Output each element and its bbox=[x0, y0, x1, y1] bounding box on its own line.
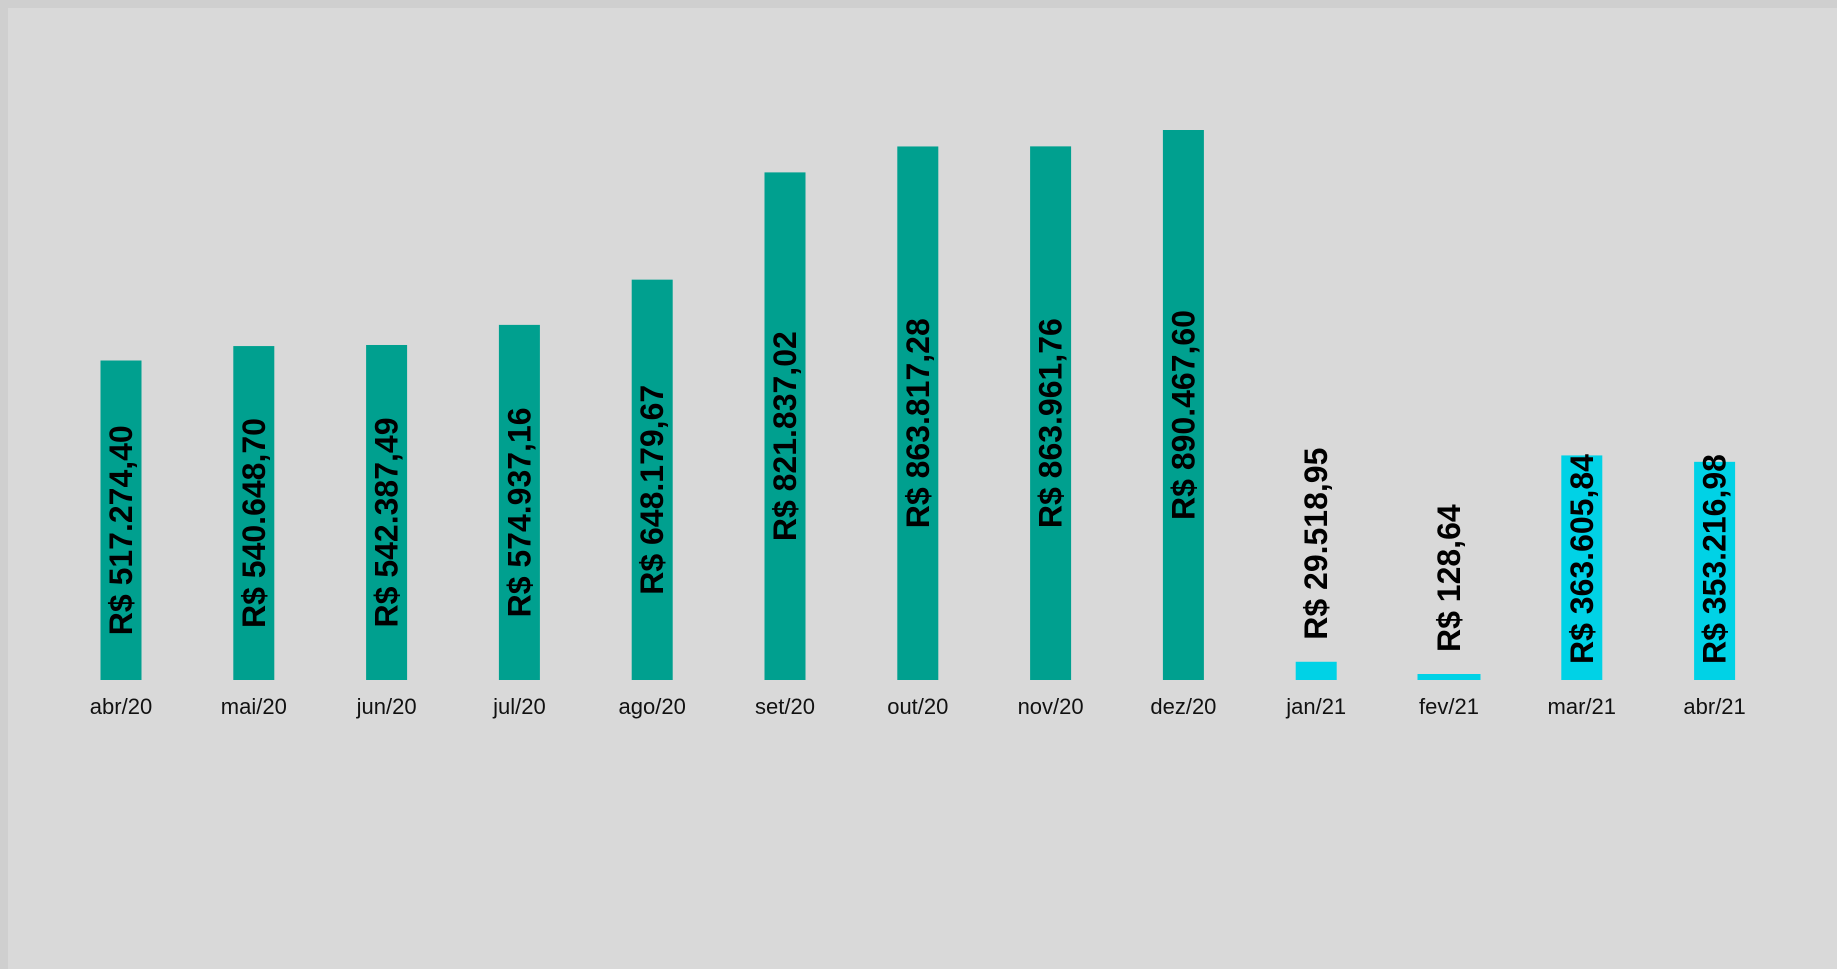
bars-group bbox=[100, 130, 1736, 681]
x-tick-label: mar/21 bbox=[1548, 694, 1616, 719]
bar bbox=[631, 279, 673, 680]
chart-area: R$ 517.274,40 R$ 540.648,70 R$ 542.387,49 R… bbox=[8, 8, 1837, 969]
bar bbox=[498, 324, 540, 680]
data-label: R$ 540.648,70 bbox=[236, 418, 272, 628]
bar bbox=[1295, 661, 1337, 680]
bar bbox=[897, 146, 939, 681]
x-tick-label: fev/21 bbox=[1419, 694, 1479, 719]
data-label: R$ 128,64 bbox=[1431, 504, 1467, 652]
data-label: R$ 863.817,28 bbox=[900, 318, 936, 528]
data-label: R$ 363.605,84 bbox=[1564, 454, 1600, 664]
data-label: R$ 821.837,02 bbox=[767, 331, 803, 541]
x-tick-label: nov/20 bbox=[1018, 694, 1084, 719]
value-labels-group: R$ 517.274,40 R$ 540.648,70 R$ 542.387,49 R… bbox=[103, 310, 1733, 664]
bar bbox=[233, 346, 275, 680]
bar bbox=[1561, 455, 1603, 680]
x-tick-label: abr/21 bbox=[1683, 694, 1745, 719]
bar bbox=[1694, 461, 1736, 680]
bar bbox=[100, 360, 142, 680]
x-tick-label: set/20 bbox=[755, 694, 815, 719]
bar bbox=[1030, 146, 1072, 681]
data-label: R$ 863.961,76 bbox=[1033, 318, 1069, 528]
x-tick-label: out/20 bbox=[887, 694, 948, 719]
x-tick-label: jul/20 bbox=[492, 694, 546, 719]
data-label: R$ 890.467,60 bbox=[1165, 310, 1201, 520]
data-label: R$ 29.518,95 bbox=[1298, 448, 1334, 640]
x-tick-label: dez/20 bbox=[1150, 694, 1216, 719]
data-label: R$ 574.937,16 bbox=[501, 407, 537, 617]
x-tick-label: ago/20 bbox=[619, 694, 686, 719]
bar bbox=[366, 344, 408, 680]
data-label: R$ 542.387,49 bbox=[369, 418, 405, 628]
bar bbox=[764, 172, 806, 680]
x-tick-label: mai/20 bbox=[221, 694, 287, 719]
x-tick-label: abr/20 bbox=[90, 694, 152, 719]
data-label: R$ 517.274,40 bbox=[103, 425, 139, 635]
category-labels-group: abr/20 mai/20 jun/20 jul/20 ago/20 set/20 out/… bbox=[90, 694, 1746, 719]
bar bbox=[1417, 674, 1481, 680]
bar-chart: R$ 517.274,40 R$ 540.648,70 R$ 542.387,49 R… bbox=[90, 130, 1746, 719]
data-label: R$ 648.179,67 bbox=[634, 385, 670, 595]
data-label: R$ 353.216,98 bbox=[1697, 454, 1733, 664]
x-tick-label: jun/20 bbox=[356, 694, 417, 719]
bar bbox=[1162, 130, 1204, 680]
x-tick-label: jan/21 bbox=[1285, 694, 1346, 719]
